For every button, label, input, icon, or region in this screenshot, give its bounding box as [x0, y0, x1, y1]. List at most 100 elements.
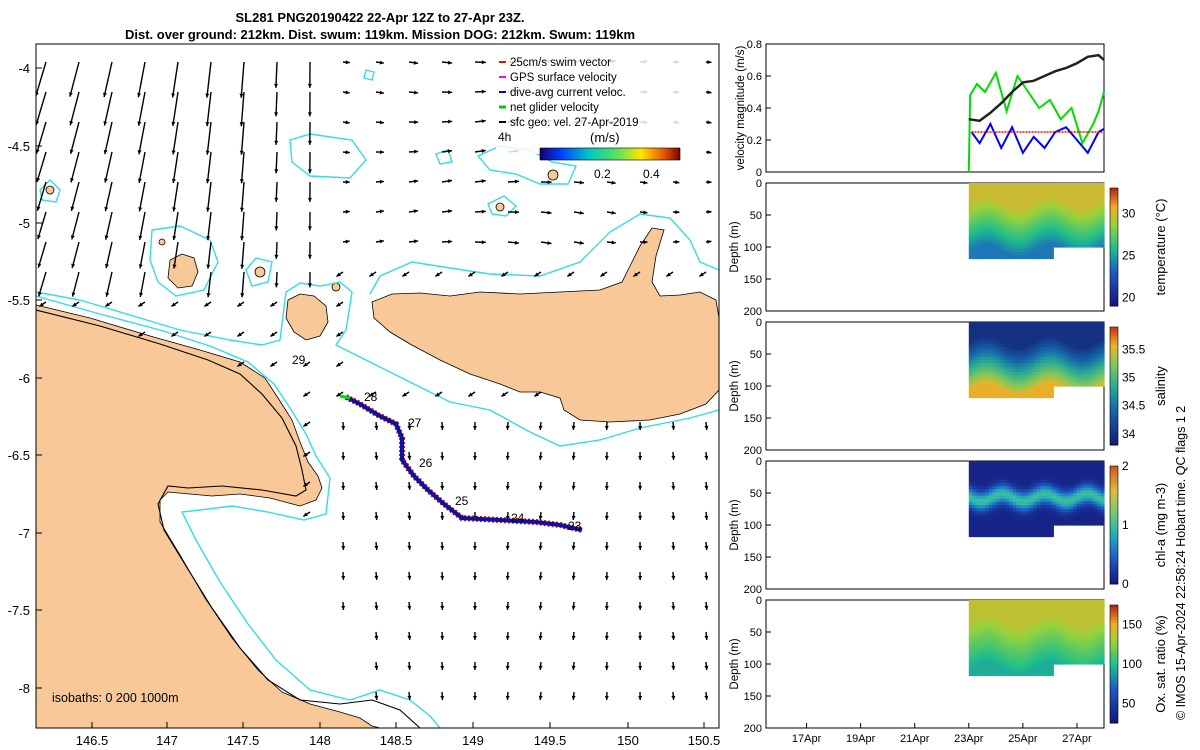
- profile-cell: [1083, 608, 1088, 612]
- velocity-arrowhead: [534, 272, 539, 277]
- profile-cell: [968, 672, 973, 677]
- profile-cell: [1063, 479, 1068, 483]
- profile-cell: [1002, 239, 1007, 244]
- profile-cell: [995, 603, 1000, 607]
- velocity-arrowhead: [538, 635, 543, 640]
- profile-cell: [1012, 600, 1017, 604]
- profile-cell: [1083, 209, 1088, 213]
- profile-cell: [968, 520, 973, 525]
- profile-cell: [972, 347, 977, 351]
- profile-cell: [1005, 505, 1010, 509]
- profile-cell: [1009, 650, 1014, 655]
- profile-cell: [1005, 186, 1010, 190]
- profile-cell: [1097, 220, 1102, 224]
- profile-cell: [1053, 608, 1058, 612]
- velocity-arrowhead: [440, 605, 445, 610]
- profile-cell: [1090, 658, 1095, 662]
- profile-cell: [972, 362, 977, 367]
- profile-cell: [1049, 347, 1054, 351]
- profile-cell: [1012, 489, 1017, 494]
- profile-cell: [1087, 474, 1092, 478]
- profile-cell: [982, 659, 987, 664]
- profile-cell: [975, 514, 980, 519]
- velocity-arrowhead: [638, 605, 643, 610]
- profile-cell: [1026, 523, 1031, 528]
- profile-cell: [1009, 640, 1014, 645]
- profile-cell: [1039, 239, 1044, 244]
- profile-cell: [992, 201, 997, 206]
- profile-cell: [1005, 195, 1010, 200]
- profile-cell: [1016, 350, 1021, 355]
- profile-cell: [1097, 348, 1102, 352]
- profile-cell: [1083, 605, 1088, 609]
- profile-cell: [1002, 391, 1007, 395]
- profile-cell: [999, 245, 1004, 250]
- profile-cell: [1049, 353, 1054, 358]
- profile-cell: [978, 650, 983, 655]
- colorbar-tick: 34: [1122, 427, 1136, 441]
- profile-cell: [1070, 637, 1075, 641]
- profile-cell: [968, 622, 973, 626]
- profile-cell: [1012, 495, 1017, 500]
- profile-cell: [1009, 606, 1014, 611]
- profile-cell: [1029, 618, 1034, 623]
- profile-cell: [1063, 233, 1068, 237]
- profile-cell: [1036, 479, 1041, 484]
- profile-cell: [1049, 359, 1054, 364]
- profile-cell: [1090, 335, 1095, 339]
- profile-cell: [1063, 383, 1068, 387]
- profile-cell: [1080, 356, 1085, 360]
- profile-cell: [1019, 214, 1024, 219]
- profile-cell: [1029, 628, 1034, 633]
- profile-cell: [1066, 204, 1071, 208]
- profile-cell: [1097, 471, 1102, 475]
- profile-cell: [1019, 501, 1024, 506]
- profile-cell: [1016, 223, 1021, 228]
- profile-cell: [1063, 364, 1068, 368]
- profile-cell: [1053, 621, 1058, 625]
- profile-cell: [1005, 640, 1010, 645]
- profile-cell: [1097, 637, 1102, 641]
- profile-cell: [995, 378, 1000, 383]
- profile-cell: [1012, 476, 1017, 481]
- profile-cell: [1063, 487, 1068, 491]
- profile-cell: [1036, 622, 1041, 626]
- profile-cell: [1046, 603, 1051, 607]
- profile-cell: [1060, 640, 1065, 644]
- profile-cell: [1083, 330, 1088, 334]
- profile-cell: [1009, 467, 1014, 472]
- profile-cell: [968, 350, 973, 355]
- profile-cell: [975, 656, 980, 661]
- profile-cell: [995, 523, 1000, 528]
- velocity-arrowhead: [274, 83, 279, 88]
- profile-cell: [1019, 464, 1024, 468]
- profile-cell: [1036, 344, 1041, 348]
- profile-cell: [1070, 629, 1075, 633]
- profile-cell: [985, 527, 990, 531]
- profile-cell: [1056, 233, 1061, 237]
- profile-cell: [1083, 340, 1088, 344]
- profile-cell: [1022, 659, 1027, 664]
- profile-cell: [1076, 220, 1081, 224]
- profile-cell: [968, 201, 973, 206]
- profile-cell: [1100, 511, 1105, 515]
- profile-cell: [1073, 199, 1078, 203]
- profile-cell: [1002, 631, 1007, 636]
- profile-cell: [1083, 466, 1088, 470]
- profile-cell: [1080, 605, 1085, 609]
- colorbar-segment: [1110, 613, 1118, 618]
- profile-cell: [1019, 606, 1024, 611]
- profile-cell: [989, 394, 994, 399]
- profile-cell: [999, 366, 1004, 370]
- profile-cell: [1043, 372, 1048, 377]
- profile-cell: [1060, 487, 1065, 491]
- profile-cell: [1002, 334, 1007, 339]
- profile-cell: [1019, 600, 1024, 604]
- velocity-arrowhead: [538, 695, 543, 700]
- profile-cell: [1036, 647, 1041, 651]
- profile-cell: [975, 252, 980, 256]
- profile-cell: [972, 350, 977, 355]
- profile-cell: [1026, 381, 1031, 386]
- profile-cell: [1012, 255, 1017, 260]
- colorbar-segment: [1110, 575, 1118, 579]
